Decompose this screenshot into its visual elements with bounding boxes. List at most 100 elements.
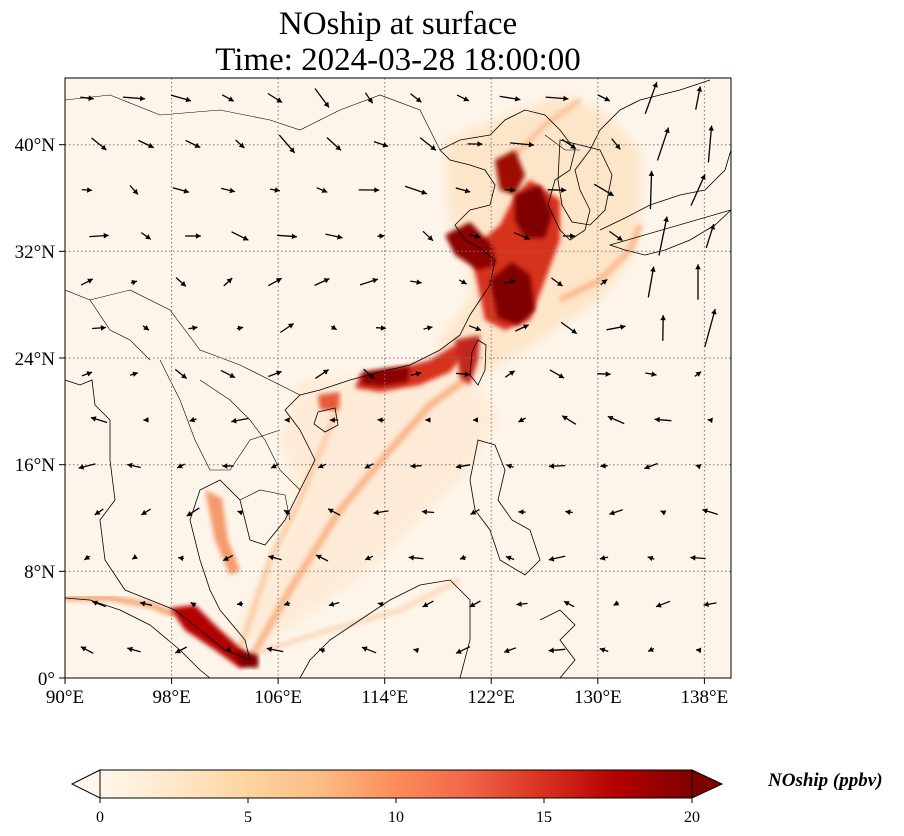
wind-arrow-head — [460, 279, 467, 285]
wind-arrow-head — [421, 509, 428, 515]
wind-vectors — [78, 81, 718, 654]
wind-arrow-head — [237, 510, 244, 516]
country-borders — [65, 94, 580, 521]
wind-arrow-head — [477, 141, 483, 147]
wind-arrow-shaft — [644, 81, 658, 115]
wind-arrow-head — [548, 647, 554, 654]
plume-bohai — [495, 150, 525, 195]
wind-arrow-head — [650, 266, 656, 272]
wind-arrow-head — [651, 371, 657, 377]
wind-arrow-head — [696, 86, 703, 92]
wind-arrow-head — [291, 233, 297, 240]
coast-hainan — [313, 407, 339, 433]
wind-arrow-head — [266, 646, 273, 653]
border-china-south — [89, 289, 301, 396]
wind-arrow-head — [80, 646, 87, 652]
title-line-2: Time: 2024-03-28 18:00:00 — [215, 42, 581, 78]
wind-arrow-head — [711, 309, 717, 315]
wind-arrow-head — [92, 600, 98, 606]
wind-arrow-head — [140, 601, 146, 607]
plume-prd — [362, 366, 410, 386]
wind-arrow-head — [283, 510, 290, 516]
wind-arrow-head — [100, 325, 106, 331]
wind-arrow-head — [473, 417, 479, 423]
wind-arrow-head — [648, 646, 654, 652]
wind-arrow-head — [695, 464, 702, 470]
wind-arrow-head — [620, 324, 626, 330]
wind-arrow-head — [475, 325, 481, 332]
wind-arrow-head — [663, 216, 669, 222]
wind-arrow-head — [94, 509, 101, 515]
y-tick-label: 24°N — [15, 349, 56, 370]
wind-arrow-head — [558, 373, 565, 379]
wind-arrow-head — [571, 328, 577, 334]
wind-arrow-head — [510, 187, 516, 193]
wind-arrow-head — [425, 417, 431, 423]
wind-arrow-head — [416, 279, 422, 285]
wind-arrow-head — [599, 555, 606, 561]
wind-arrow-head — [194, 142, 201, 148]
wind-arrow-head — [127, 462, 133, 469]
y-tick-label: 40°N — [15, 135, 56, 156]
plume-yellow-sea — [515, 185, 552, 238]
lane-malacca-west — [65, 595, 177, 618]
wind-arrow-head — [274, 187, 280, 193]
lane-sulu — [249, 578, 461, 657]
coast-philippines — [469, 439, 541, 576]
wind-arrow-head — [604, 96, 610, 102]
plume-gulf-thailand — [205, 490, 240, 575]
wind-arrow-head — [328, 508, 334, 514]
wind-arrow-head — [132, 554, 138, 560]
y-axis: 0° 8°N 16°N 24°N 32°N 40°N — [15, 135, 65, 690]
wind-arrow-head — [139, 95, 146, 102]
wind-arrow-head — [601, 279, 608, 285]
coastlines — [65, 79, 731, 678]
wind-arrow-head — [289, 147, 295, 153]
wind-arrow-head — [373, 509, 379, 516]
wind-arrow-head — [644, 464, 650, 470]
wind-arrow-head — [475, 233, 481, 239]
wind-arrow-head — [415, 97, 422, 103]
wind-arrow-head — [228, 96, 234, 102]
wind-arrow-head — [377, 601, 384, 608]
wind-arrow-head — [331, 324, 337, 330]
wind-arrow-head — [709, 224, 715, 230]
wind-arrow-head — [143, 417, 149, 423]
wind-arrow-head — [410, 463, 416, 469]
wind-arrow-head — [607, 415, 614, 421]
wind-arrow-head — [696, 647, 702, 654]
wind-arrow-head — [190, 602, 197, 608]
wind-arrow-head — [229, 187, 235, 194]
wind-arrow-head — [510, 279, 516, 285]
wind-arrow-head — [616, 235, 623, 241]
wind-arrow-head — [708, 125, 714, 131]
wind-arrow-head — [132, 371, 138, 377]
wind-arrow-head — [660, 315, 666, 321]
wind-arrow-head — [470, 509, 477, 515]
wind-arrow-head — [86, 187, 93, 193]
coast-mainland-asia — [65, 79, 711, 661]
border-china-north — [65, 94, 441, 151]
wind-arrow-head — [268, 554, 274, 561]
colorbar-tick-label: 10 — [388, 809, 404, 826]
lane-scs-main — [246, 377, 468, 662]
wind-arrow-head — [562, 415, 568, 421]
wind-arrow-head — [707, 417, 713, 424]
wind-arrow-head — [316, 554, 322, 560]
wind-arrow-head — [78, 464, 85, 470]
concentration-field — [65, 95, 643, 668]
wind-arrow-shaft — [707, 125, 713, 163]
wind-arrow-head — [284, 417, 290, 423]
colorbar-gradient — [99, 769, 693, 799]
wind-arrow-head — [656, 602, 662, 608]
wind-arrow-head — [695, 371, 702, 377]
wind-arrow-head — [132, 188, 138, 195]
wind-arrow-head — [226, 278, 233, 284]
colorbar-tick-label: 20 — [684, 809, 700, 826]
wind-arrow-head — [181, 373, 187, 379]
wind-arrow-head — [185, 96, 191, 103]
wind-arrow-head — [127, 646, 133, 653]
plume-shandong — [445, 222, 496, 270]
wind-arrow-head — [505, 555, 512, 561]
wind-arrow-head — [192, 325, 198, 331]
